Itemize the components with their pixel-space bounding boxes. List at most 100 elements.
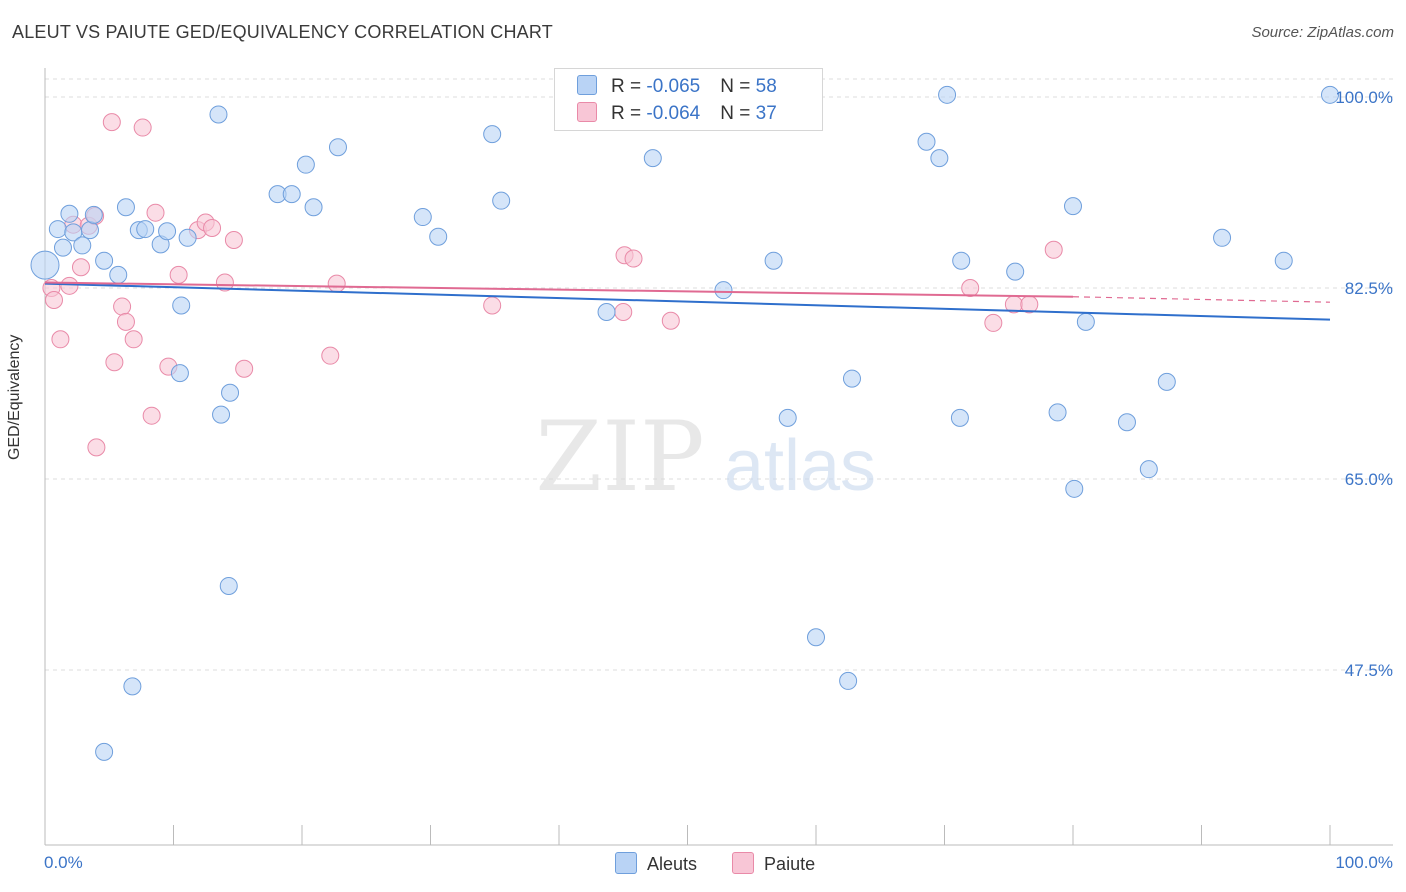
aleut-point: [807, 628, 825, 647]
paiute-point: [614, 303, 633, 322]
aleut-point: [95, 742, 114, 761]
aleut-point: [172, 296, 191, 315]
legend-r-value: -0.065: [646, 76, 701, 97]
paiute-point: [224, 230, 243, 249]
paiute-point: [321, 346, 340, 365]
paiute-trend-extension: [1072, 296, 1331, 303]
aleut-point: [1117, 413, 1136, 432]
aleut-point: [123, 677, 142, 696]
legend-n-value: 37: [755, 103, 777, 124]
axes: [44, 68, 1393, 846]
paiute-point: [661, 311, 680, 330]
x-tick-label: 0.0%: [44, 853, 83, 872]
legend-n-label: N =: [720, 103, 756, 124]
paiute-point: [483, 296, 502, 315]
legend-r-label: R =: [611, 76, 647, 97]
aleut-point: [1321, 85, 1339, 104]
legend-r-value: -0.064: [646, 103, 701, 124]
y-tick-label: 100.0%: [1335, 88, 1393, 107]
paiute-point: [124, 330, 143, 349]
aleut-point: [109, 265, 128, 284]
paiute-point: [133, 118, 152, 137]
aleut-point: [73, 236, 92, 255]
paiute-point: [1044, 240, 1063, 259]
aleut-point: [60, 204, 79, 223]
aleut-point: [30, 250, 60, 280]
aleut-point: [1065, 479, 1084, 498]
aleut-point: [778, 408, 797, 427]
aleut-point: [136, 220, 155, 239]
paiute-point: [142, 406, 161, 425]
paiute-point: [215, 273, 234, 292]
paiute-point: [87, 438, 106, 457]
paiute-point: [51, 330, 70, 349]
y-axis-label: GED/Equivalency: [6, 334, 23, 460]
aleut-point: [296, 155, 315, 174]
aleut-point: [212, 405, 231, 424]
legend-n-value: 58: [755, 76, 777, 97]
aleut-point: [483, 125, 502, 144]
aleut-point: [170, 364, 189, 383]
watermark-atlas: atlas: [724, 426, 876, 506]
aleut-point: [917, 132, 936, 151]
paiute-point: [116, 312, 135, 331]
paiute-point: [961, 279, 980, 297]
aleut-point: [1006, 262, 1025, 281]
aleut-point: [116, 198, 135, 217]
aleut-point: [221, 383, 240, 402]
aleut-point: [219, 576, 238, 595]
chart-title: ALEUT VS PAIUTE GED/EQUIVALENCY CORRELAT…: [12, 22, 553, 42]
aleut-point: [930, 149, 949, 168]
y-tick-label: 65.0%: [1345, 470, 1393, 489]
series-legend: Aleuts Paiute: [615, 852, 845, 875]
aleut-point: [1213, 228, 1232, 247]
aleut-point: [328, 138, 347, 157]
data-points: [30, 85, 1339, 761]
aleut-point: [597, 303, 616, 322]
aleut-point: [95, 251, 114, 270]
aleut-point: [80, 221, 99, 240]
legend-paiute-label: Paiute: [764, 854, 816, 874]
aleut-point: [952, 251, 971, 270]
aleut-point: [1064, 197, 1082, 216]
aleut-point: [714, 281, 733, 300]
paiute-point: [203, 218, 222, 237]
aleut-point: [158, 222, 177, 241]
trend-lines: [44, 281, 1331, 321]
stats-legend: R = -0.065 N = 58 R = -0.064 N = 37: [554, 68, 823, 131]
legend-r-label: R =: [611, 103, 647, 124]
x-tick-label: 100.0%: [1335, 853, 1393, 872]
paiute-point: [146, 203, 165, 222]
aleut-point: [209, 105, 228, 124]
tick-labels: 47.5% 65.0% 82.5% 100.0% 0.0% 100.0%: [44, 88, 1393, 872]
paiute-point: [105, 353, 124, 372]
aleut-point: [842, 369, 861, 388]
legend-n-label: N =: [720, 76, 756, 97]
aleut-point: [1157, 372, 1176, 391]
aleut-trend-line: [44, 282, 1331, 321]
paiute-point: [169, 265, 188, 284]
aleut-point: [84, 205, 103, 224]
paiute-swatch: [577, 102, 597, 122]
paiute-legend-swatch: [732, 852, 755, 874]
legend-row-aleuts: R = -0.065 N = 58: [577, 75, 777, 98]
aleut-point: [839, 671, 858, 690]
aleut-point: [643, 149, 662, 168]
aleut-point: [48, 220, 67, 239]
paiute-point: [327, 274, 346, 293]
aleut-point: [1274, 251, 1293, 270]
aleut-point: [282, 185, 301, 204]
paiute-point: [624, 249, 643, 268]
legend-item-paiute[interactable]: Paiute: [732, 852, 815, 875]
aleut-point: [1048, 403, 1067, 422]
aleut-point: [938, 85, 957, 104]
aleut-point: [950, 408, 969, 427]
legend-item-aleuts[interactable]: Aleuts: [615, 852, 697, 875]
aleut-point: [429, 227, 448, 246]
y-tick-label: 47.5%: [1345, 661, 1393, 680]
aleut-point: [492, 191, 511, 210]
aleut-point: [304, 198, 323, 217]
legend-aleuts-label: Aleuts: [647, 854, 698, 874]
paiute-point: [984, 313, 1003, 332]
